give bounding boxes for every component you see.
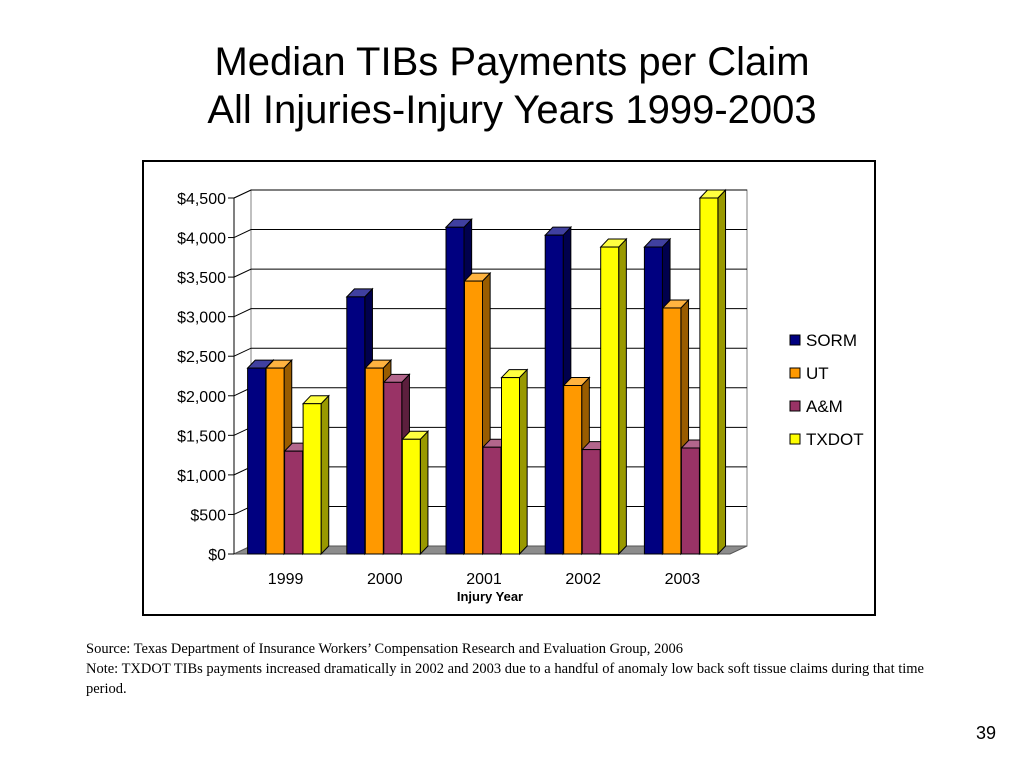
bar-ut-2002 [563,384,583,555]
y-tick-label: $4,000 [177,231,226,248]
y-tick-label: $500 [190,507,226,524]
legend-label-txdot: TXDOT [806,430,864,449]
bar-am-2002 [581,449,601,555]
y-tick-label: $2,000 [177,389,226,406]
bar-chart: $0 $500 $1,000 $1,500 $2,000 $2,500 $3,000 $3,5… [177,188,864,604]
y-tick-label: $1,500 [177,428,226,445]
bar-ut-2001 [464,280,483,555]
x-axis-title: Injury Year [457,589,523,604]
legend-label-am: A&M [806,397,843,416]
gridline [233,229,747,239]
bar-side-txdot-1999 [320,394,330,556]
x-tick-label: 1999 [268,571,304,588]
legend-label-sorm: SORM [806,331,857,350]
bar-sorm-2003 [643,246,663,555]
gridline [233,268,747,278]
x-tick-label: 2000 [367,571,403,588]
bar-sorm-1999 [247,367,267,555]
bar-am-2001 [482,446,502,555]
x-tick-label: 2003 [665,571,701,588]
y-tick-label: $4,500 [177,191,226,208]
y-tick-label: $2,500 [177,349,226,366]
bar-sorm-2000 [346,296,366,555]
bar-txdot-2001 [501,377,520,555]
legend-swatch-ut [789,367,801,379]
bar-am-1999 [284,450,304,555]
bar-am-2000 [383,381,403,555]
gridline [233,308,747,318]
bar-txdot-2000 [401,438,421,555]
y-tick-label: $3,500 [177,270,226,287]
bar-side-txdot-2001 [519,368,528,556]
bar-txdot-2002 [600,246,620,555]
bar-txdot-1999 [302,403,322,555]
legend-swatch-am [789,400,801,412]
y-tick-label: $0 [208,547,226,564]
slide-title: Median TIBs Payments per Claim All Injur… [0,38,1024,134]
gridline [233,189,747,199]
title-line-2: All Injuries-Injury Years 1999-2003 [207,88,817,132]
bar-sorm-2002 [544,234,564,555]
title-line-1: Median TIBs Payments per Claim [214,40,810,84]
gridline [233,347,747,357]
bar-side-txdot-2002 [618,237,627,556]
x-tick-label: 2001 [466,571,502,588]
source-note: Source: Texas Department of Insurance Wo… [86,641,683,657]
legend-swatch-txdot [789,433,801,445]
legend-swatch-sorm [789,334,801,346]
txdot-note: Note: TXDOT TIBs payments increased dram… [86,661,924,697]
page-number: 39 [975,723,996,743]
chart-frame: $0 $500 $1,000 $1,500 $2,000 $2,500 $3,000 $3,5… [142,160,876,616]
y-tick-label: $3,000 [177,310,226,327]
y-tick-label: $1,000 [177,468,226,485]
bar-side-txdot-2000 [419,430,429,556]
legend-label-ut: UT [806,364,829,383]
bar-ut-1999 [265,367,285,555]
bar-ut-2003 [662,307,682,555]
bar-side-txdot-2003 [717,188,727,556]
x-tick-label: 2002 [565,571,601,588]
footnotes: Source: Texas Department of Insurance Wo… [86,639,946,699]
bar-txdot-2003 [699,197,719,555]
bar-sorm-2001 [445,226,465,555]
bar-am-2003 [680,447,700,555]
bar-ut-2000 [364,367,384,555]
